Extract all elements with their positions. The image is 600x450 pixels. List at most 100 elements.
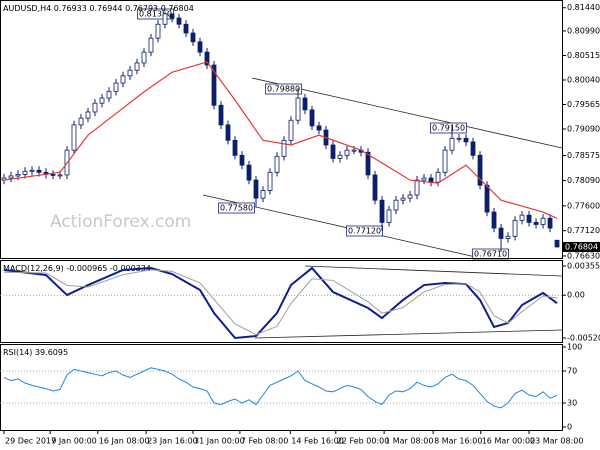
candle-body	[113, 82, 119, 92]
channel-line	[254, 329, 563, 339]
candle-body	[428, 177, 434, 183]
candle-body	[421, 177, 427, 181]
candle-body	[99, 97, 105, 104]
candle-body	[176, 17, 182, 25]
candle-body	[22, 170, 28, 175]
y-tick-label: 70	[567, 367, 577, 376]
last-close: 0.76804	[161, 4, 194, 13]
candle-body	[526, 214, 532, 223]
panel-title-text: MACD(12,26,9)	[3, 264, 64, 273]
candle-body	[267, 171, 273, 191]
label-box	[346, 225, 383, 237]
y-tick-label: 0.00	[567, 291, 585, 300]
indicator-line	[3, 269, 558, 336]
candle-body	[365, 151, 371, 176]
candle-body	[134, 62, 140, 71]
x-tick-label: 8 Mar 16:00	[434, 437, 482, 446]
candle-body	[162, 13, 168, 25]
y-tick-label: 0.81440	[567, 3, 600, 12]
x-tick-label: 9 Jan 00:00	[51, 437, 97, 446]
x-tick-label: 16 Jan 08:00	[99, 437, 150, 446]
candle-body	[484, 184, 490, 213]
last-open: 0.76933	[54, 4, 87, 13]
candle-body	[456, 137, 462, 140]
label-box	[430, 122, 467, 134]
candle-body	[92, 102, 98, 113]
candle-body	[442, 149, 448, 173]
candle-body	[400, 197, 406, 201]
candle-body	[183, 23, 189, 34]
candle-body	[29, 169, 35, 172]
last-value: 39.6095	[35, 348, 68, 357]
candle-body	[71, 124, 77, 151]
candle-body	[106, 90, 112, 99]
channel-line	[251, 77, 563, 149]
candle-body	[519, 214, 525, 221]
y-tick-label: 0.77600	[567, 201, 600, 210]
y-tick-label: 30	[567, 399, 577, 408]
panel-frame	[0, 344, 563, 431]
x-tick-label: 14 Feb 16:00	[291, 437, 343, 446]
y-tick-label: 0.80040	[567, 75, 600, 84]
price-label: 0.76710	[474, 250, 507, 259]
price-label: 0.79880	[267, 85, 300, 94]
candle-body	[512, 219, 518, 237]
panel-title: AUDUSD,H4 0.76933 0.76944 0.76793 0.7680…	[3, 4, 194, 13]
candle-body	[148, 37, 154, 53]
candle-body	[246, 164, 252, 181]
y-tick-label: -0.005207	[567, 333, 600, 342]
indicator-line	[3, 266, 558, 340]
candle-body	[463, 137, 469, 143]
candle-body	[351, 149, 357, 152]
candle-body	[302, 97, 308, 111]
candle-body	[260, 190, 266, 199]
candle-body	[491, 211, 497, 229]
candle-body	[407, 194, 413, 199]
candle-body	[372, 174, 378, 201]
y-tick-label: 0.79565	[567, 100, 600, 109]
candle-body	[253, 179, 259, 199]
price-label: 0.77580	[220, 204, 253, 213]
candle-body	[57, 174, 63, 177]
candle-body	[85, 111, 91, 119]
panel-title-text: RSI(14)	[3, 348, 32, 357]
last-low: 0.76793	[125, 4, 158, 13]
x-tick-label: 22 Feb 00:00	[337, 437, 389, 446]
indicator-line	[3, 367, 558, 409]
candle-body	[393, 199, 399, 211]
candle-body	[414, 179, 420, 196]
y-tick-label: 0.003559	[567, 262, 600, 271]
candle-body	[78, 117, 84, 126]
candle-body	[386, 209, 392, 223]
panel-title-text: AUDUSD,H4	[3, 4, 51, 13]
y-tick-label: 0.78090	[567, 176, 600, 185]
price-label: 0.77120	[348, 227, 381, 236]
candle-body	[232, 139, 238, 156]
last-value: -0.000334	[110, 264, 151, 273]
candle-body	[330, 144, 336, 159]
candle-body	[449, 137, 455, 151]
y-tick-label: 0.80515	[567, 51, 600, 60]
y-tick-label: 100	[567, 343, 582, 352]
candle-body	[239, 154, 245, 166]
last-price-box	[562, 241, 600, 252]
candle-body	[274, 155, 280, 173]
candle-body	[169, 13, 175, 19]
panel-title: MACD(12,26,9) -0.000965 -0.000334	[3, 264, 151, 273]
candle-body	[498, 227, 504, 239]
y-tick-label: 0.77120	[567, 226, 600, 235]
x-tick-label: 1 Mar 08:00	[385, 437, 433, 446]
candle-body	[50, 174, 56, 176]
y-tick-label: 0.76630	[567, 251, 600, 260]
x-tick-label: 7 Feb 08:00	[241, 437, 288, 446]
y-tick-label: 0.80990	[567, 26, 600, 35]
candle-body	[120, 75, 126, 84]
candle-body	[470, 141, 476, 156]
panel-title: RSI(14) 39.6095	[3, 348, 68, 357]
candle-body	[337, 154, 343, 159]
candle-body	[295, 97, 301, 121]
candle-body	[211, 64, 217, 106]
price-label: 0.79150	[432, 124, 465, 133]
